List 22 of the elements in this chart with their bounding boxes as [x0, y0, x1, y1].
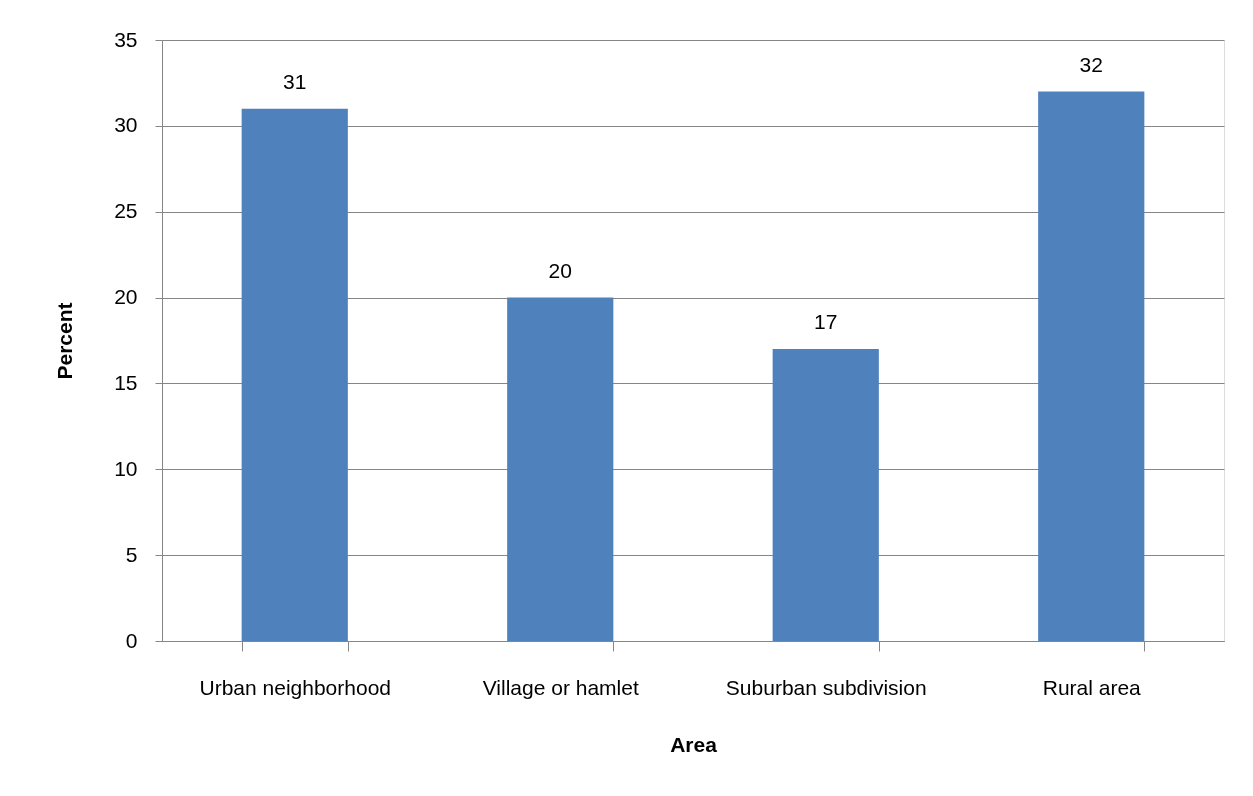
x-tick-label: Village or hamlet: [482, 675, 639, 699]
x-axis-title: Area: [670, 732, 718, 756]
y-tick-label: 35: [114, 27, 138, 51]
x-tick-label: Rural area: [1042, 675, 1142, 699]
y-tick-label: 10: [114, 456, 138, 480]
y-tick-label: 20: [114, 285, 138, 309]
data-label: 31: [283, 69, 307, 93]
bar: [772, 349, 879, 641]
data-label: 32: [1079, 52, 1103, 76]
x-tick-label: Suburban subdivision: [725, 675, 927, 699]
bar: [241, 108, 348, 641]
y-tick-label: 5: [125, 542, 138, 566]
data-label: 17: [814, 310, 838, 334]
y-tick-label: 30: [114, 113, 138, 137]
y-tick-label: 15: [114, 370, 138, 394]
y-tick-label: 0: [125, 628, 138, 652]
bar: [507, 297, 614, 641]
x-tick-label: Urban neighborhood: [199, 675, 391, 699]
y-axis-title: Percent: [53, 302, 77, 380]
data-label: 20: [548, 258, 572, 282]
bar: [1038, 91, 1145, 641]
y-tick-label: 25: [114, 199, 138, 223]
